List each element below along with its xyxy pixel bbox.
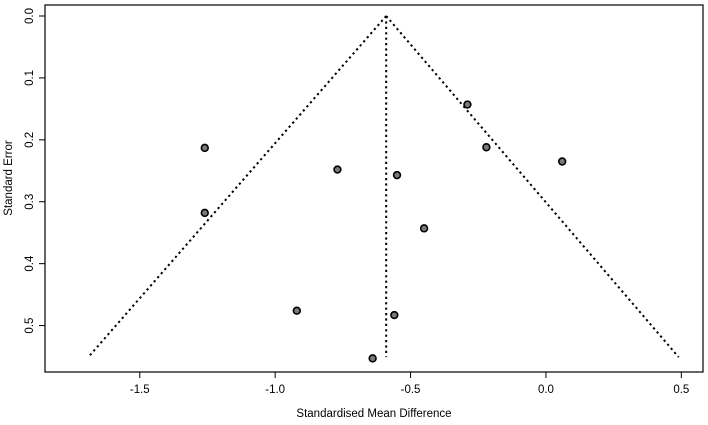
- y-tick-label-3: 0.2: [24, 132, 36, 148]
- pseudo-ci-left-line: [87, 15, 387, 358]
- y-tick-label-2: 0.1: [24, 70, 36, 86]
- data-points: [200, 100, 567, 363]
- data-point-1: [200, 143, 209, 153]
- data-point-3: [333, 165, 342, 174]
- y-axis: 0.0 0.1 0.2 0.3 0.4 0.5: [24, 8, 45, 334]
- data-point-9: [463, 100, 472, 109]
- x-axis: -1.5 -1.0 -0.5 0.0 0.5: [130, 372, 689, 396]
- data-point-2: [200, 208, 209, 218]
- x-tick-label-2: -1.0: [265, 384, 285, 396]
- plot-frame: [44, 4, 704, 373]
- data-point-5: [392, 170, 402, 180]
- data-point-4: [292, 306, 302, 315]
- y-tick-label-4: 0.3: [24, 194, 36, 210]
- pseudo-ci-right-line: [385, 15, 680, 358]
- data-point-11: [557, 157, 567, 166]
- data-point-7: [368, 354, 377, 363]
- x-tick-label-1: -1.5: [130, 384, 150, 396]
- x-tick-label-4: 0.0: [538, 384, 554, 396]
- data-point-8: [419, 224, 429, 233]
- x-tick-label-5: 0.5: [673, 384, 689, 396]
- y-tick-label-1: 0.0: [24, 8, 36, 24]
- x-tick-label-3: -0.5: [401, 384, 421, 396]
- data-point-10: [482, 143, 491, 152]
- y-tick-label-5: 0.4: [24, 255, 36, 272]
- data-point-6: [390, 310, 399, 320]
- funnel-lines: [87, 15, 680, 358]
- y-tick-label-6: 0.5: [24, 318, 36, 334]
- y-axis-label: Standard Error: [3, 140, 15, 216]
- x-axis-label: Standardised Mean Difference: [296, 408, 451, 420]
